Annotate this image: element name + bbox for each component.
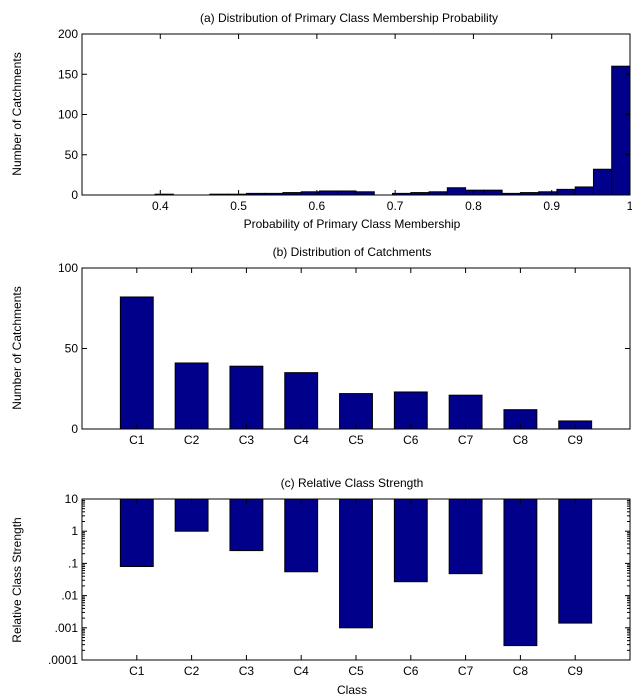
panel-c-title: (c) Relative Class Strength — [281, 476, 424, 490]
bar-c2 — [174, 498, 209, 532]
panel-c: (c) Relative Class Strength C1 C2 C3 C4 C5 C6… — [10, 476, 631, 697]
histogram-bar — [592, 168, 613, 196]
panel-a-ylabel: Number of Catchments — [10, 52, 24, 175]
histogram-bar — [574, 186, 594, 196]
y-tick-label: 100 — [58, 108, 78, 122]
x-tick-label: 0.5 — [230, 199, 247, 213]
bar-c9 — [558, 498, 593, 624]
histogram-bar — [318, 190, 339, 196]
bar-c5 — [339, 498, 373, 629]
x-tick-label: C9 — [568, 433, 584, 447]
bar-c1 — [119, 296, 154, 430]
x-tick-label: C7 — [458, 664, 474, 678]
bar-c7 — [448, 498, 483, 575]
histogram-bar — [446, 187, 467, 196]
histogram-bar — [483, 189, 503, 196]
bar-c7 — [448, 394, 483, 430]
x-tick-label: C9 — [568, 664, 584, 678]
x-tick-label: C6 — [403, 433, 419, 447]
bar-c6 — [393, 498, 428, 583]
y-tick-label: 0 — [71, 422, 78, 436]
histogram-bar — [556, 188, 576, 196]
y-tick-label: 10 — [65, 492, 79, 506]
y-tick-label: 50 — [65, 342, 79, 356]
panel-c-xlabel: Class — [337, 683, 367, 697]
panel-c-ylabel: Relative Class Strength — [10, 517, 24, 642]
panel-b: (b) Distribution of Catchments C1 C2 C3 C4 C… — [10, 245, 631, 447]
panel-a-frame — [81, 33, 631, 196]
x-tick-label: C7 — [458, 433, 474, 447]
x-tick-label: C1 — [129, 664, 145, 678]
x-tick-label: 0.8 — [465, 199, 482, 213]
x-tick-label: C1 — [129, 433, 145, 447]
panel-a-bars — [154, 65, 631, 196]
panel-b-bars — [119, 296, 593, 430]
bar-c4 — [284, 372, 319, 430]
x-tick-label: 0.6 — [309, 199, 326, 213]
y-tick-label: .001 — [55, 621, 79, 635]
y-tick-label: 150 — [58, 67, 78, 81]
panel-b-ticks: C1 C2 C3 C4 C5 C6 C7 C8 C9 0 50 100 — [58, 261, 630, 447]
bar-c3 — [229, 365, 264, 430]
y-tick-label: 100 — [58, 261, 78, 275]
x-tick-label: C8 — [513, 664, 529, 678]
x-tick-label: 0.7 — [387, 199, 404, 213]
y-tick-label: 50 — [65, 148, 79, 162]
panel-c-bars — [119, 498, 593, 647]
x-tick-label: C5 — [348, 664, 364, 678]
x-tick-label: C3 — [239, 433, 255, 447]
x-tick-label: C3 — [239, 664, 255, 678]
y-tick-label: 1 — [71, 524, 78, 538]
x-tick-label: C6 — [403, 664, 419, 678]
y-tick-label: .0001 — [48, 653, 78, 667]
x-tick-label: 0.4 — [152, 199, 169, 213]
x-tick-label: C8 — [513, 433, 529, 447]
y-tick-label: 200 — [58, 27, 78, 41]
x-tick-label: 0.9 — [543, 199, 560, 213]
bar-c5 — [339, 393, 373, 430]
x-tick-label: C4 — [294, 664, 310, 678]
panel-a-ticks: 0.4 0.5 0.6 0.7 0.8 0.9 1 0 50 100 150 200 — [58, 27, 632, 213]
y-tick-label: .1 — [68, 556, 78, 570]
y-tick-label: .01 — [61, 589, 78, 603]
panel-b-title: (b) Distribution of Catchments — [273, 245, 432, 259]
bar-c1 — [119, 498, 154, 568]
x-tick-label: C2 — [184, 664, 200, 678]
bar-c2 — [174, 362, 209, 430]
panel-a-xlabel: Probability of Primary Class Membership — [244, 217, 461, 231]
histogram-bar — [465, 189, 485, 196]
bar-c3 — [229, 498, 264, 552]
y-tick-label: 0 — [71, 188, 78, 202]
panel-b-ylabel: Number of Catchments — [10, 286, 24, 409]
bar-c6 — [393, 391, 428, 430]
x-tick-label: C5 — [348, 433, 364, 447]
histogram-bar — [337, 190, 357, 196]
histogram-bar — [611, 65, 631, 196]
bar-c4 — [284, 498, 319, 573]
panel-a: (a) Distribution of Primary Class Member… — [10, 11, 632, 231]
panel-a-title: (a) Distribution of Primary Class Member… — [200, 11, 498, 25]
x-tick-label: C2 — [184, 433, 200, 447]
panel-c-ticks: C1 C2 C3 C4 C5 C6 C7 C8 C9 .0001 .001 .01 .1 1 10 — [48, 492, 630, 678]
x-tick-label: C4 — [294, 433, 310, 447]
bar-c8 — [503, 498, 538, 647]
x-tick-label: 1 — [627, 199, 632, 213]
